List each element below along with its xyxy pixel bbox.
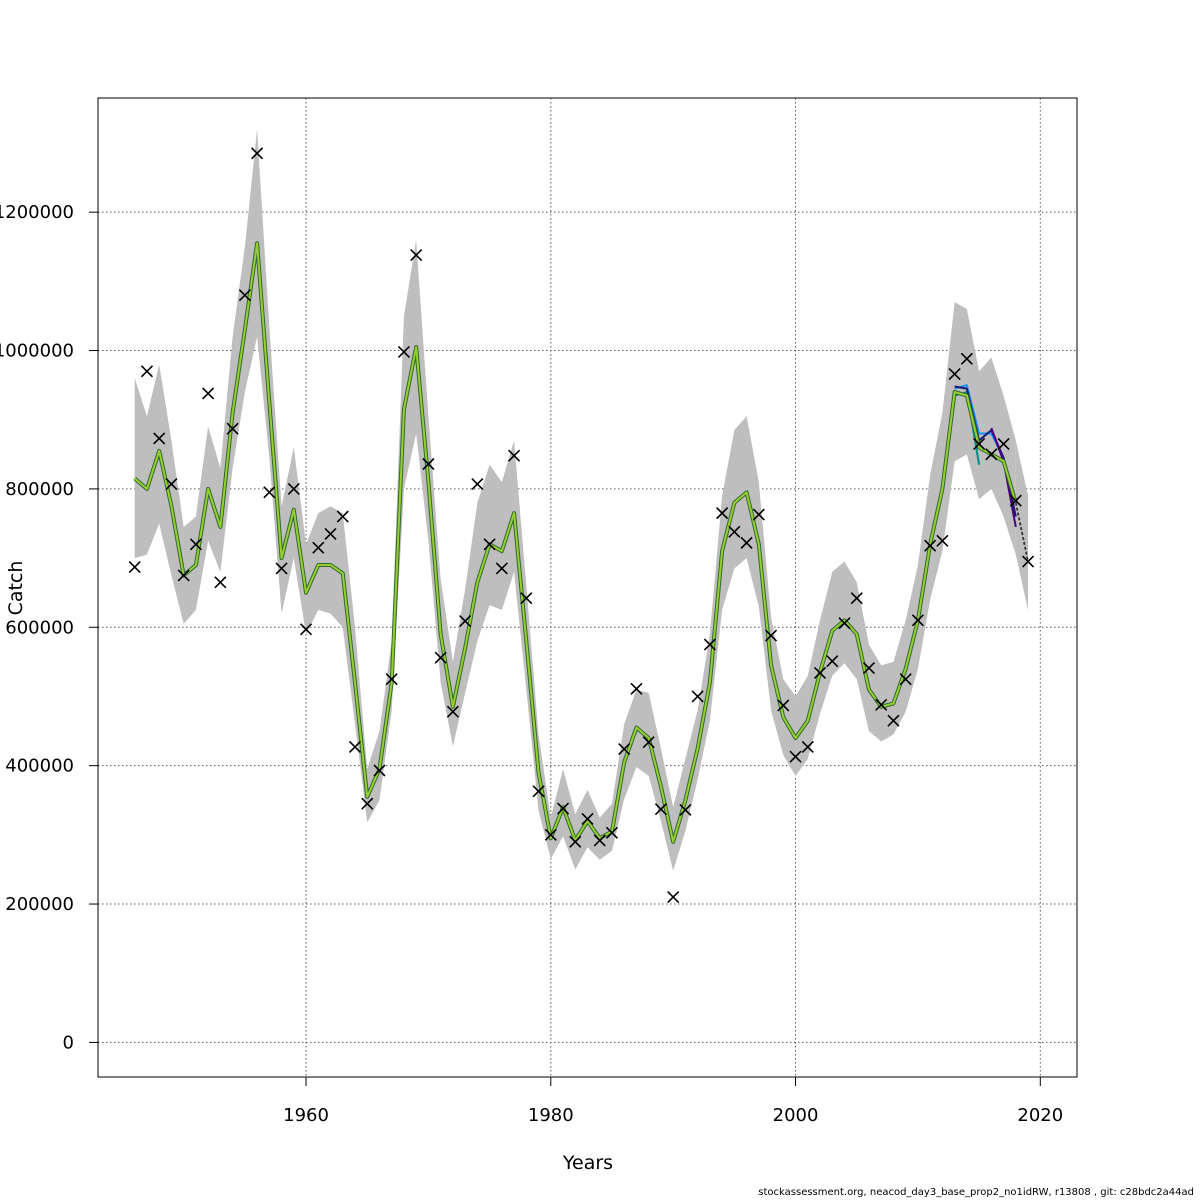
observed-point-1969: [410, 248, 423, 262]
observed-point-1985: [605, 826, 619, 839]
observed-point-1997: [752, 508, 765, 521]
observed-point-1957: [263, 486, 276, 499]
observed-point-2019: [1021, 555, 1035, 568]
observed-point-2011: [924, 539, 937, 552]
y-tick-label-800000: 800000: [5, 479, 74, 500]
observed-point-2002: [813, 666, 827, 680]
observed-point-1964: [348, 740, 362, 754]
observed-point-1996: [740, 536, 753, 549]
observed-point-2003: [826, 655, 839, 668]
y-tick-label-200000: 200000: [5, 894, 74, 915]
y-tick-label-400000: 400000: [5, 756, 74, 777]
observed-point-2007: [875, 698, 888, 711]
observed-point-1955: [238, 289, 251, 302]
observed-point-1950: [177, 569, 190, 582]
observed-point-1982: [569, 835, 582, 848]
observed-point-1974: [471, 477, 484, 491]
observed-point-1972: [446, 705, 459, 718]
observed-point-1988: [642, 736, 655, 749]
observed-point-1990: [667, 891, 680, 904]
observed-point-1994: [716, 507, 729, 520]
observed-point-2000: [789, 750, 802, 763]
observed-points: [128, 147, 1035, 904]
observed-point-2006: [862, 662, 876, 675]
observed-point-2018: [1009, 494, 1022, 507]
y-tick-label-1200000: 1200000: [0, 202, 74, 223]
plot-frame: [97, 97, 1078, 1078]
observed-point-1954: [226, 422, 239, 435]
confidence-band: [134, 129, 1016, 871]
observed-point-1980: [544, 828, 557, 841]
observed-point-1953: [214, 576, 227, 589]
observed-point-1975: [483, 538, 496, 551]
observed-point-1995: [728, 525, 741, 538]
observed-point-1968: [397, 345, 411, 358]
observed-point-1947: [140, 365, 154, 378]
observed-point-1971: [434, 651, 447, 664]
observed-point-1993: [703, 638, 716, 651]
confidence-bands: [134, 129, 1029, 871]
observed-point-1966: [373, 764, 386, 777]
observed-point-2015: [973, 437, 986, 451]
observed-point-1961: [312, 541, 325, 554]
footer-text: stockassessment.org, neacod_day3_base_pr…: [758, 1187, 1194, 1198]
y-tick-label-600000: 600000: [5, 617, 74, 638]
observed-point-1970: [422, 457, 435, 471]
observed-point-1989: [654, 803, 667, 816]
observed-point-1965: [361, 797, 374, 810]
observed-point-1992: [691, 690, 704, 703]
observed-point-1946: [128, 561, 141, 574]
y-tick-label-0: 0: [63, 1032, 74, 1053]
observed-point-1948: [153, 432, 166, 445]
observed-point-1952: [202, 387, 215, 400]
x-axis-label: Years: [562, 1152, 613, 1174]
observed-point-1998: [764, 629, 778, 642]
observed-point-2012: [936, 534, 949, 547]
observed-point-1962: [324, 527, 337, 540]
observed-point-2016: [985, 448, 998, 461]
x-tick-label-1980: 1980: [528, 1105, 574, 1126]
observed-point-1987: [630, 682, 643, 695]
observed-point-2014: [960, 352, 973, 365]
x-tick-label-1960: 1960: [283, 1105, 329, 1126]
observed-point-1999: [777, 699, 790, 712]
observed-point-1976: [495, 562, 508, 575]
observed-point-1958: [275, 562, 288, 575]
observed-point-2001: [801, 740, 814, 754]
observed-point-1977: [508, 449, 521, 462]
observed-point-1959: [287, 482, 300, 495]
observed-point-1981: [556, 802, 570, 815]
observed-point-1956: [251, 147, 264, 160]
observed-point-1983: [581, 812, 594, 825]
x-tick-label-2020: 2020: [1017, 1105, 1063, 1126]
observed-point-1967: [385, 673, 398, 686]
y-axis-ticks: 0 200000 400000 600000 800000 1000000 1200000: [0, 202, 98, 1053]
fit-lines: [133, 241, 1029, 844]
observed-point-1979: [532, 785, 545, 798]
observed-point-1973: [459, 614, 472, 628]
observed-point-2010: [911, 614, 924, 627]
observed-point-1951: [189, 538, 202, 551]
observed-point-2008: [887, 714, 900, 727]
x-axis-ticks: 1960 1980 2000 2020: [283, 1077, 1063, 1126]
observed-point-1963: [336, 510, 349, 523]
observed-point-2005: [850, 592, 863, 605]
observed-point-2017: [997, 437, 1010, 451]
observed-point-2004: [838, 617, 851, 630]
y-tick-label-1000000: 1000000: [0, 341, 74, 362]
fit-line: [134, 242, 1017, 843]
observed-point-2009: [899, 673, 912, 686]
observed-point-1991: [679, 803, 692, 817]
projection-line: [1014, 502, 1029, 562]
observed-point-1986: [618, 742, 631, 756]
observed-point-1960: [299, 623, 313, 636]
observed-point-1978: [520, 592, 533, 605]
y-axis-label: Catch: [5, 561, 27, 616]
x-tick-label-2000: 2000: [773, 1105, 819, 1126]
observed-point-2013: [948, 367, 961, 381]
observed-point-1984: [593, 834, 606, 847]
observed-point-1949: [165, 477, 178, 491]
projection-band: [1015, 440, 1029, 610]
